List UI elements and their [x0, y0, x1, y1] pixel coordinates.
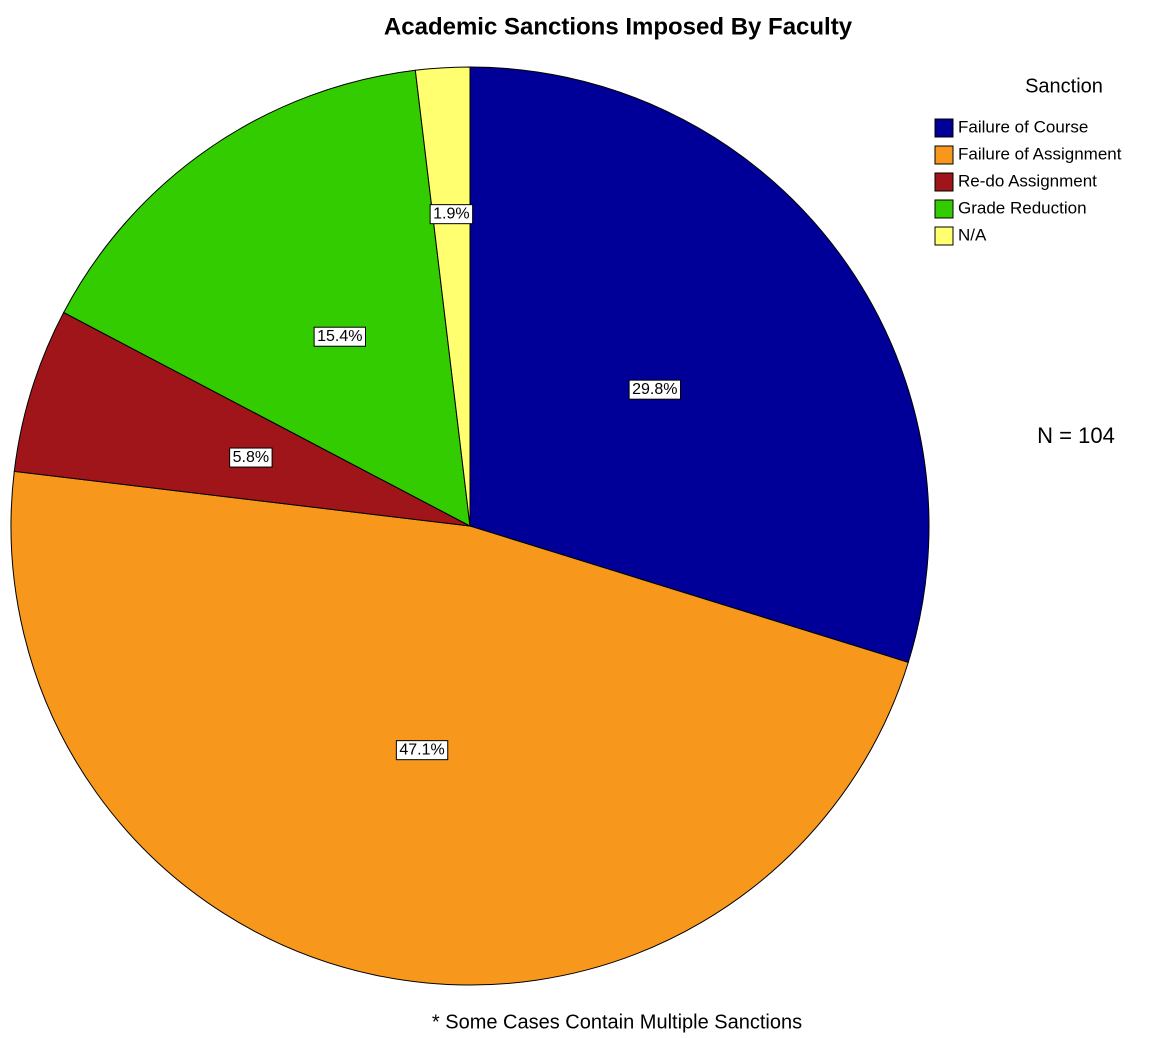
data-label: 47.1% — [399, 742, 444, 759]
legend-swatch — [934, 226, 954, 246]
data-label-box — [628, 379, 682, 400]
legend-title: Sanction — [1025, 75, 1103, 97]
legend-swatch — [934, 145, 954, 165]
data-label-box — [429, 204, 474, 225]
legend-swatch — [934, 199, 954, 219]
data-label-group: 47.1% — [395, 740, 449, 761]
legend-swatch — [934, 118, 954, 138]
pie-slice — [414, 66, 471, 527]
data-label: 5.8% — [233, 449, 269, 466]
footnote: * Some Cases Contain Multiple Sanctions — [432, 1011, 802, 1033]
legend-swatch — [934, 172, 954, 192]
chart-title: Academic Sanctions Imposed By Faculty — [384, 13, 853, 40]
legend-label: Failure of Assignment — [958, 144, 1122, 163]
data-label-group: 5.8% — [229, 447, 273, 468]
data-label: 1.9% — [433, 206, 469, 223]
legend-label: N/A — [958, 225, 987, 244]
data-label-box — [395, 740, 449, 761]
legend-label: Grade Reduction — [958, 198, 1087, 217]
data-label: 15.4% — [317, 328, 362, 345]
pie-slice — [10, 470, 909, 986]
data-label: 29.8% — [632, 381, 677, 398]
legend-label: Re-do Assignment — [958, 171, 1097, 190]
legend-label: Failure of Course — [958, 117, 1088, 136]
annotation: N = 104 — [1037, 423, 1115, 448]
data-label-group: 29.8% — [628, 379, 682, 400]
data-label-group: 15.4% — [313, 326, 366, 347]
data-label-group: 1.9% — [429, 204, 474, 225]
pie-slice — [469, 66, 930, 663]
data-label-box — [313, 326, 366, 347]
pie-slice — [13, 311, 471, 527]
pie-slice — [63, 69, 471, 527]
data-label-box — [229, 447, 273, 468]
